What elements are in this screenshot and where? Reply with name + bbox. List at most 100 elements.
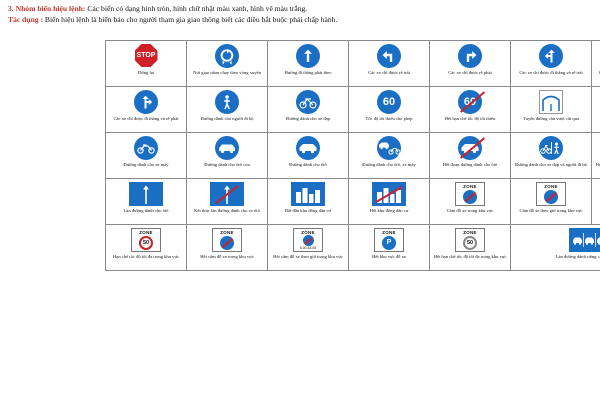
caption: Hết khu đông dân cư <box>369 208 409 213</box>
zone-end-parking-sign: ZONE <box>212 226 242 253</box>
caption: Hạn chế tốc độ tối đa trong khu vực <box>112 254 180 259</box>
speed-limit-icon: 50 <box>463 235 477 250</box>
straight-or-right-sign <box>134 88 158 115</box>
time-range-label: 6.00-18.00 <box>299 246 317 250</box>
caption: Kết thúc làn đường dành cho xe ôtô <box>194 208 260 213</box>
sign-cell: ZONE 50 Hết hạn chế tốc độ tối đa trong … <box>429 224 511 271</box>
residential-zone-start-sign <box>291 180 325 207</box>
caption: Dừng lại <box>137 70 155 75</box>
zone-speed-50-sign: ZONE 50 <box>131 226 161 253</box>
zone-label: ZONE <box>544 183 558 189</box>
zone-label: ZONE <box>301 229 315 235</box>
min-speed-60-sign: 60 <box>377 88 401 115</box>
end-min-speed-60-sign: 60 <box>458 88 486 115</box>
caption: Tốc độ tối thiểu cho phép <box>365 116 413 121</box>
end-restricted-zone-sign <box>210 180 244 207</box>
turn-right-only-sign <box>458 42 482 69</box>
caption: Hướng đi thẳng phải theo <box>284 70 332 75</box>
red-slash-icon <box>545 191 558 202</box>
sign-cell: Bắt đầu khu đông dân cư <box>267 178 349 225</box>
no-parking-icon <box>220 235 234 250</box>
zone-end-speed-50-sign: ZONE 50 <box>455 226 485 253</box>
sign-cell: ZONE P Hết khu vực đỗ xe <box>348 224 430 271</box>
sign-cell-empty <box>591 86 600 133</box>
stop-sign: STOP <box>134 42 158 69</box>
zone-label: ZONE <box>382 229 396 235</box>
caption: Cấm đỗ xe theo giờ trong khu vực <box>519 208 583 213</box>
caption: Làn đường dành riêng cho từng loại xe <box>555 254 600 259</box>
table-row: Các xe chỉ được đi thẳng và rẽ phải Đườn… <box>105 86 600 133</box>
auto-path-sign <box>296 134 320 161</box>
no-parking-icon <box>302 235 314 246</box>
overtake-line-sign <box>539 88 563 115</box>
car-motorcycle-path-sign <box>377 134 401 161</box>
caption: Các xe rẽ trái và rẽ phải (đặt sau nơi đ… <box>593 70 600 81</box>
caption: Đường dành cho xe đạp <box>286 116 330 121</box>
sign-cell: 60 Tốc độ tối thiểu cho phép <box>348 86 430 133</box>
caption: Hết khu vực đỗ xe <box>372 254 406 259</box>
bicycle-path-sign <box>296 88 320 115</box>
caption: Đường dành cho ôtô con <box>204 162 250 167</box>
caption: Tuyến đường cầu vượt cắt qua <box>523 116 579 121</box>
caption: Đường dành cho ôtô, xe máy <box>362 162 416 167</box>
pedestrian-path-sign <box>215 88 239 115</box>
sign-cell: Đường dành cho xe máy <box>105 132 187 179</box>
sign-cell: Nơi giao nhau chạy theo vòng xuyến <box>186 40 268 87</box>
caption: Hướng đi trên mỗi làn đường theo vạch kẻ… <box>595 162 600 167</box>
stop-sign-text: STOP <box>134 44 158 67</box>
table-row: STOP Dừng lại Nơi giao nhau chạy theo vò… <box>105 40 600 87</box>
sign-cell: Làn đường dành cho ôtô <box>105 178 187 225</box>
caption: Cấm đỗ xe trong khu vực <box>446 208 494 213</box>
min-speed-value: 60 <box>382 95 396 108</box>
table-row: Đường dành cho xe máy Đường dành cho ôtô… <box>105 132 600 179</box>
table-row: Làn đường dành cho ôtô Kết thúc làn đườn… <box>105 178 600 225</box>
sign-cell: Hướng đi trên mỗi làn đường theo vạch kẻ… <box>591 132 600 179</box>
caption: Hết cấm đỗ xe theo giờ trong khu vực <box>273 254 343 259</box>
caption: Đường dành cho xe đạp và người đi bộ <box>515 162 587 167</box>
no-parking-hours-zone-sign: ZONE <box>536 180 566 207</box>
zone-label: ZONE <box>139 229 153 235</box>
caption: Nơi giao nhau chạy theo vòng xuyến <box>193 70 261 75</box>
heading-line-1-rest: Các biển có dạng hình tròn, hình chữ nhậ… <box>85 4 308 13</box>
sign-cell: ZONE Cấm đỗ xe trong khu vực <box>429 178 511 225</box>
sign-cell: Đường dành cho xe đạp và người đi bộ <box>510 132 592 179</box>
caption: Hết hạn chế tốc độ tối thiểu <box>444 116 496 121</box>
lane-for-car-sign <box>129 180 163 207</box>
no-parking-icon <box>544 189 558 204</box>
caption: Bắt đầu khu đông dân cư <box>285 208 331 213</box>
heading-line-2-red: Tác dụng : <box>8 14 44 24</box>
sign-cell: Kết thúc làn đường dành cho xe ôtô <box>186 178 268 225</box>
caption: Đường dành cho xe máy <box>123 162 169 167</box>
end-car-path-sign <box>458 134 486 161</box>
sign-table: STOP Dừng lại Nơi giao nhau chạy theo vò… <box>105 40 600 271</box>
sign-cell: Đường dành cho ôtô <box>267 132 349 179</box>
sign-cell: Đường dành cho ôtô, xe máy <box>348 132 430 179</box>
sign-cell: ZONE Cấm đỗ xe theo giờ trong khu vực <box>510 178 592 225</box>
sign-cell: P Khu vực đỗ xe <box>591 178 600 225</box>
sign-cell: STOP Dừng lại <box>105 40 187 87</box>
zone-label: ZONE <box>463 229 477 235</box>
bike-pedestrian-split-sign <box>539 134 563 161</box>
parking-icon: P <box>382 235 396 250</box>
sign-cell: Làn đường dành riêng cho từng loại xe <box>510 224 600 271</box>
zone-label: ZONE <box>220 229 234 235</box>
caption: Các xe chỉ được đi thẳng và rẽ phải <box>113 116 179 121</box>
sign-cell: Các xe chỉ được đi thẳng và rẽ trái <box>510 40 592 87</box>
red-slash-icon <box>303 236 313 245</box>
car-path-sign <box>215 134 239 161</box>
sign-cell: Các xe chỉ được đi thẳng và rẽ phải <box>105 86 187 133</box>
caption: Hết đoạn đường dành cho ôtô <box>442 162 498 167</box>
lane-by-vehicle-type-sign <box>568 226 600 253</box>
sign-cell: Tuyến đường cầu vượt cắt qua <box>510 86 592 133</box>
heading-line-2: Tác dụng : Biển hiệu lệnh là biển báo ch… <box>8 15 592 26</box>
red-slash-icon <box>221 237 234 248</box>
sign-cell: Các xe chỉ được rẽ trái <box>348 40 430 87</box>
zone-label: ZONE <box>463 183 477 189</box>
sign-cell: Đường dành cho người đi bộ <box>186 86 268 133</box>
caption: Làn đường dành cho ôtô <box>123 208 169 213</box>
section-heading: 3. Nhóm biển hiệu lệnh: Các biển có dạng… <box>8 4 592 25</box>
speed-limit-icon: 50 <box>139 235 153 250</box>
red-slash-icon <box>464 191 477 202</box>
table-row: ZONE 50 Hạn chế tốc độ tối đa trong khu … <box>105 224 600 271</box>
